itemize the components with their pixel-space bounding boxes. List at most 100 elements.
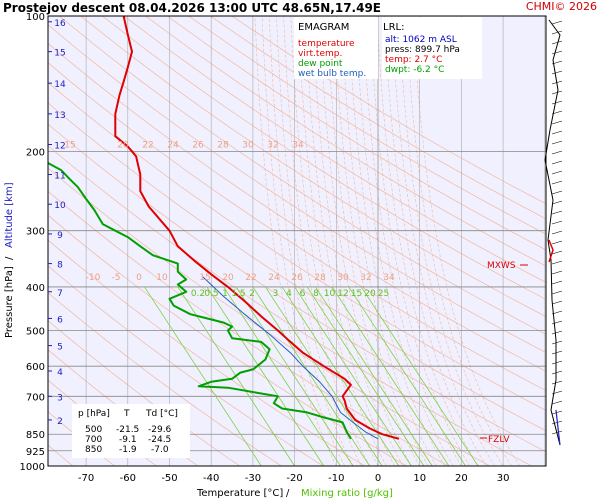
y-tick-label: 850	[26, 430, 45, 441]
mixing-ratio-label: 20	[364, 289, 376, 299]
mixing-ratio-line	[223, 286, 341, 466]
adiabat-label: 34	[292, 140, 304, 150]
dry-adiabat-line	[58, 16, 546, 335]
altitude-tick-label: 5	[57, 343, 63, 353]
legend-item-virt-temp: virt.temp.	[298, 49, 342, 59]
mixing-ratio-label: 15	[351, 289, 362, 299]
dry-adiabat-line	[123, 16, 546, 283]
series-line-dew-point	[48, 161, 352, 440]
mixing-ratio-label: 12	[337, 289, 348, 299]
series-line-temperature	[114, 16, 400, 440]
dry-adiabat-line	[48, 102, 546, 432]
wind-barb	[551, 410, 563, 415]
y-axis-title: Pressure [hPa] / Altitude [km]	[4, 182, 15, 338]
altitude-tick-label: 6	[57, 315, 63, 325]
legend-box	[294, 17, 378, 79]
wind-barb	[551, 160, 563, 165]
lrl-altitude: alt: 1062 m ASL	[385, 35, 457, 45]
y-tick-label: 700	[26, 392, 45, 403]
x-axis-title: Temperature [°C] / Mixing ratio [g/kg]	[196, 488, 393, 499]
table-row-p: 850	[85, 445, 102, 455]
table-row-td: -7.0	[151, 445, 169, 455]
x-tick-label: -70	[78, 473, 94, 484]
y-tick-label: 600	[26, 362, 45, 373]
mixing-ratio-label: 25	[378, 289, 389, 299]
mixing-ratio-label: 1	[222, 289, 228, 299]
adiabat-label: 30	[242, 140, 254, 150]
dry-adiabat-line	[188, 16, 546, 235]
wind-barb	[551, 260, 563, 265]
table-header-p: p [hPa]	[78, 409, 110, 419]
altitude-tick-label: 14	[54, 80, 66, 90]
wind-barb	[551, 270, 563, 275]
mixing-ratio-label: 6	[300, 289, 306, 299]
wind-barb	[551, 380, 563, 385]
mixing-ratio-line	[235, 286, 354, 466]
mixing-ratio-label: 0.5	[204, 289, 218, 299]
x-tick-label: 10	[413, 473, 426, 484]
plot-content	[48, 16, 546, 466]
altitude-tick-label: 12	[54, 142, 65, 152]
altitude-tick-label: 10	[54, 201, 66, 211]
dry-adiabat-line	[48, 24, 546, 354]
adiabat-label: 32	[360, 273, 371, 283]
y-tick-label: 300	[26, 227, 45, 238]
wind-barb	[551, 360, 563, 365]
level-table: p [hPa] T Td [°C] 500 -21.5 -29.6 700 -9…	[72, 404, 190, 458]
x-tick-label: 30	[497, 473, 510, 484]
altitude-tick-label: 11	[54, 171, 65, 181]
table-row-t: -9.1	[119, 435, 137, 445]
wind-barb	[551, 90, 563, 95]
moist-adiabat-line	[254, 16, 337, 466]
wind-barb	[551, 80, 563, 85]
wind-barb	[551, 390, 563, 395]
y-tick-label: 925	[26, 447, 45, 458]
legend-item-wet-bulb: wet bulb temp.	[298, 69, 366, 79]
wind-barb	[551, 250, 563, 255]
x-axis-title-temperature: Temperature [°C]	[196, 488, 283, 499]
lrl-temperature: temp: 2.7 °C	[385, 55, 442, 65]
altitude-tick-label: 7	[57, 289, 63, 299]
fzlv-marker-label: FZLV	[488, 435, 510, 445]
x-tick-label: 20	[455, 473, 468, 484]
x-tick-label: 0	[375, 473, 381, 484]
y-axis-title-pressure: Pressure [hPa]	[4, 266, 15, 338]
lrl-title: LRL:	[383, 22, 404, 33]
y-tick-label: 400	[26, 283, 45, 294]
lrl-box: LRL: alt: 1062 m ASL press: 899.7 hPa te…	[382, 17, 482, 79]
adiabat-label: 20	[117, 140, 129, 150]
wind-barb	[551, 30, 563, 35]
dry-adiabat-line	[48, 62, 546, 391]
wind-barb	[551, 320, 563, 325]
wind-barb	[551, 170, 563, 175]
altitude-tick-label: 2	[57, 417, 63, 427]
dry-adiabat-line	[48, 42, 546, 372]
mixing-ratio-line	[315, 286, 433, 466]
wind-barb	[551, 60, 563, 65]
mxws-marker-label: MXWS	[487, 261, 516, 271]
adiabat-label: 32	[267, 140, 278, 150]
wind-barb	[551, 300, 563, 305]
altitude-tick-label: 4	[57, 368, 63, 378]
adiabat-label: 15	[64, 140, 75, 150]
wind-barb	[551, 280, 563, 285]
wind-barb	[551, 370, 563, 375]
table-row-p: 500	[85, 425, 102, 435]
adiabat-label: 0	[136, 273, 142, 283]
level-table-box	[72, 404, 190, 458]
dry-adiabat-line	[145, 16, 546, 267]
wind-barb	[551, 290, 563, 295]
adiabat-label: -5	[112, 273, 121, 283]
mixing-ratio-line	[206, 286, 325, 466]
mixing-ratio-label: 2	[249, 289, 255, 299]
dry-adiabat-line	[102, 16, 546, 300]
wind-barb	[551, 20, 563, 25]
wind-barb	[551, 230, 563, 235]
wind-barb	[551, 220, 563, 225]
x-tick-label: -20	[286, 473, 302, 484]
mixing-ratio-line	[306, 286, 425, 466]
wind-barb	[551, 400, 563, 405]
mixing-ratio-label: 3	[273, 289, 279, 299]
x-axis-title-separator: /	[286, 488, 290, 499]
